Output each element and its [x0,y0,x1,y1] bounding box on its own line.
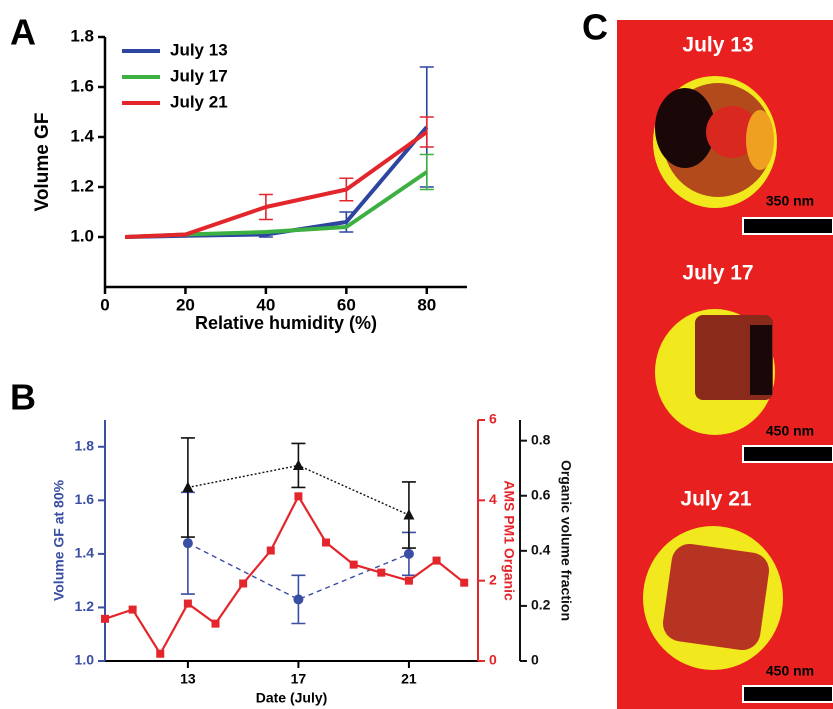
x-tick-label: 60 [337,295,356,314]
x-tick-label: 20 [176,295,195,314]
scale-label: 450 nm [766,663,814,679]
y2-tick-label: 4 [489,491,497,507]
point [292,459,304,470]
y-tick-label: 1.2 [75,598,95,614]
point [266,546,275,555]
point [404,576,413,585]
scale-label: 450 nm [766,423,814,439]
y3-tick-label: 0.2 [531,597,551,613]
x-axis-label: Relative humidity (%) [195,313,377,333]
point [128,605,137,614]
point [322,538,331,547]
legend-label: July 13 [170,40,228,59]
series-line [104,495,465,655]
point [349,560,358,569]
point [182,481,194,492]
y3-tick-label: 0.4 [531,542,551,558]
y2-tick-label: 2 [489,571,497,587]
particle-image [655,309,775,435]
panel-label: C [582,7,608,48]
y3-tick-label: 0.6 [531,486,551,502]
x-tick-label: 13 [180,671,196,687]
scale-label: 350 nm [766,193,814,209]
x-axis-label: Date (July) [256,690,328,706]
y3-tick-label: 0 [531,652,539,668]
point [432,556,441,565]
point [293,594,304,605]
image-label: July 21 [680,488,752,511]
particle-image [653,76,777,208]
image-label: July 13 [682,34,753,57]
y-tick-label: 1.6 [75,491,95,507]
y-tick-label: 1.4 [70,126,94,145]
point [156,649,165,658]
panel-label: A [10,12,36,53]
y2-axis-label: AMS PM1 Organic [501,480,517,601]
point [294,492,303,501]
y2-tick-label: 0 [489,652,497,668]
legend-label: July 17 [170,66,228,85]
point [183,599,192,608]
x-tick-label: 80 [417,295,436,314]
panel-label: B [10,377,36,418]
y3-axis-label: Organic volume fraction [558,460,574,621]
image-label: July 17 [682,262,753,285]
x-tick-label: 0 [100,295,109,314]
scale-bar [742,685,833,703]
y-tick-label: 1.0 [70,226,94,245]
y-tick-label: 1.4 [75,545,95,561]
series-line [125,130,428,239]
y-tick-label: 1.6 [70,76,94,95]
y-tick-label: 1.0 [75,652,95,668]
x-tick-label: 17 [291,671,307,687]
point [460,578,469,587]
x-tick-label: 21 [401,671,417,687]
error-bar [258,193,273,221]
y-tick-label: 1.2 [70,176,94,195]
legend-label: July 21 [170,92,228,111]
point [239,579,248,588]
y-tick-label: 1.8 [70,26,94,45]
point [182,538,193,549]
series-line [125,125,429,239]
point [403,509,415,520]
y-tick-label: 1.8 [75,437,95,453]
scale-bar [742,445,833,463]
particle-image [643,526,783,670]
error-bar [339,177,354,202]
scale-bar [742,217,833,235]
error-bar [419,116,434,148]
point [101,614,109,623]
point [403,548,414,559]
y-axis-label: Volume GF at 80% [51,479,67,601]
y3-tick-label: 0.8 [531,431,551,447]
error-bar [419,153,434,191]
point [377,568,386,577]
x-tick-label: 40 [256,295,275,314]
y2-tick-label: 6 [489,411,497,427]
y-axis-label: Volume GF [32,113,53,212]
point [211,619,220,628]
